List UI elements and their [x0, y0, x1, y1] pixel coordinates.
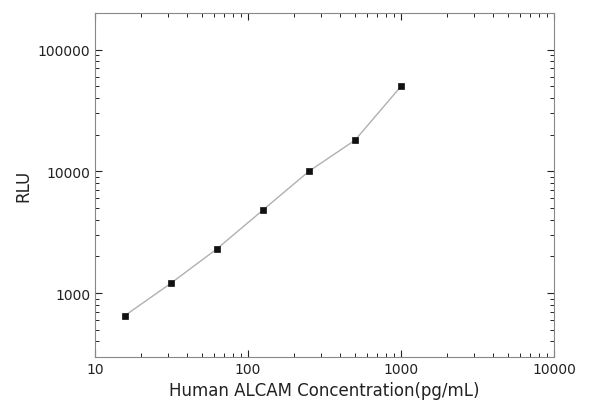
X-axis label: Human ALCAM Concentration(pg/mL): Human ALCAM Concentration(pg/mL)	[169, 381, 480, 399]
Y-axis label: RLU: RLU	[14, 169, 32, 202]
